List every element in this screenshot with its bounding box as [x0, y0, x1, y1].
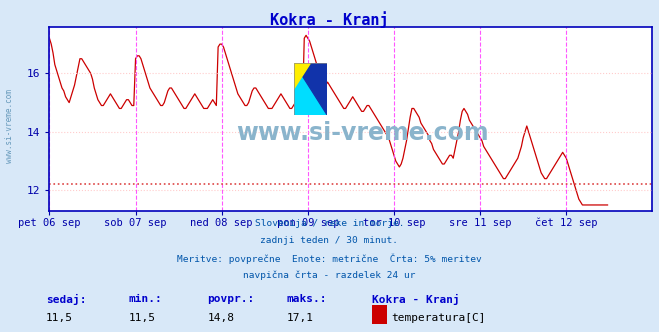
Text: Kokra - Kranj: Kokra - Kranj [270, 12, 389, 29]
Text: 11,5: 11,5 [129, 313, 156, 323]
Text: 17,1: 17,1 [287, 313, 314, 323]
Text: sedaj:: sedaj: [46, 294, 86, 305]
Text: Kokra - Kranj: Kokra - Kranj [372, 294, 460, 305]
Text: povpr.:: povpr.: [208, 294, 255, 304]
Text: temperatura[C]: temperatura[C] [391, 313, 486, 323]
Text: min.:: min.: [129, 294, 162, 304]
Text: Slovenija / reke in morje.: Slovenija / reke in morje. [255, 219, 404, 228]
Text: 14,8: 14,8 [208, 313, 235, 323]
Text: navpična črta - razdelek 24 ur: navpična črta - razdelek 24 ur [243, 271, 416, 281]
Text: www.si-vreme.com: www.si-vreme.com [5, 89, 14, 163]
Text: 11,5: 11,5 [46, 313, 73, 323]
Text: zadnji teden / 30 minut.: zadnji teden / 30 minut. [260, 236, 399, 245]
Text: www.si-vreme.com: www.si-vreme.com [237, 122, 489, 145]
Text: maks.:: maks.: [287, 294, 327, 304]
Text: Meritve: povprečne  Enote: metrične  Črta: 5% meritev: Meritve: povprečne Enote: metrične Črta:… [177, 254, 482, 264]
